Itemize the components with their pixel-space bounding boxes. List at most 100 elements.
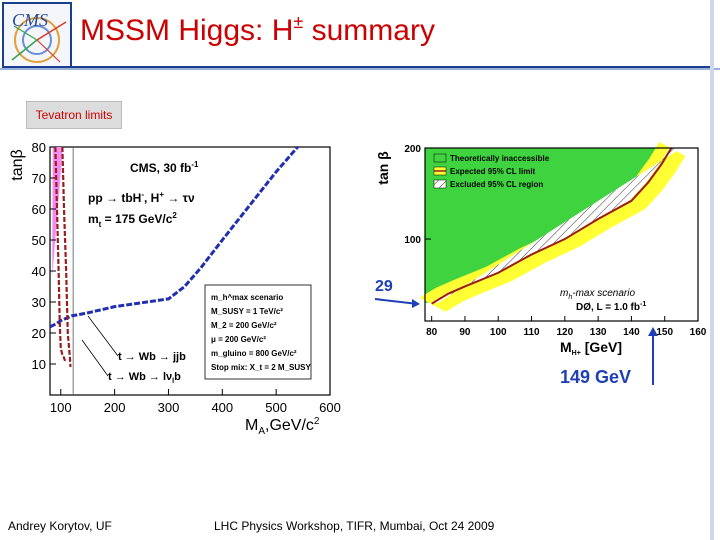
mass-sub: t: [99, 220, 102, 229]
scenario-rest: -max scenario: [572, 288, 635, 299]
right-x-tick-label: 160: [690, 327, 707, 338]
legend-swatch-excluded: [433, 179, 447, 189]
arrow-label-29: 29: [375, 278, 393, 295]
right-xlabel-m: M: [560, 339, 572, 355]
lumi-annotation: CMS, 30 fb-1: [130, 160, 199, 175]
cms-logo-graphic: [11, 17, 67, 63]
decay1-pointer: [87, 315, 119, 357]
left-xlabel-sub: A: [258, 426, 265, 437]
left-series-group: [49, 146, 299, 368]
scenario-box-lines: m_h^max scenario M_SUSY = 1 TeV/c² M_2 = 2…: [211, 293, 311, 372]
left-x-tick-label: 300: [158, 400, 180, 415]
arrow-29: [374, 298, 419, 305]
title-superscript: ±: [293, 12, 304, 32]
mass-sup: 2: [172, 211, 177, 220]
title-main: MSSM Higgs: H: [80, 14, 294, 47]
scenario-box-line: m_h^max scenario: [211, 293, 283, 302]
right-x-tick-label: 90: [459, 327, 471, 338]
legend-label-expected: Expected 95% CL limit: [450, 167, 536, 176]
left-xlabel-m: M: [245, 417, 258, 434]
scenario-box-line: m_gluino = 800 GeV/c²: [211, 349, 297, 358]
left-x-tick-label: 100: [50, 400, 72, 415]
tevatron-limits-tag: Tevatron limits: [26, 101, 122, 129]
right-y-tick-label: 200: [404, 144, 421, 155]
lumi-text: CMS, 30 fb: [130, 161, 191, 175]
right-x-ticks: 80 90 100 110 120 130 140 150 160: [426, 316, 707, 338]
decay2-annotation: t → Wb → lνlb: [108, 371, 181, 385]
mass-rest: = 175 GeV/c: [101, 212, 172, 226]
left-y-tick-label: 70: [32, 171, 46, 186]
right-x-tick-label: 130: [590, 327, 607, 338]
footer-event: LHC Physics Workshop, TIFR, Mumbai, Oct …: [214, 519, 495, 533]
decay1-annotation: t → Wb → jjb: [118, 351, 186, 363]
scenario-annotation: mh-max scenario: [560, 288, 635, 301]
process-text: pp → tbH: [88, 191, 141, 205]
scenario-box-line: M_2 = 200 GeV/c²: [211, 321, 277, 330]
legend-label-excluded: Excluded 95% CL region: [450, 180, 543, 189]
decay2-end: b: [174, 371, 181, 383]
right-x-tick-label: 80: [426, 327, 438, 338]
mass-annotation: mt = 175 GeV/c2: [88, 211, 177, 229]
process-sup2: +: [159, 190, 164, 199]
right-xlabel-rest: [GeV]: [581, 339, 622, 355]
right-x-tick-label: 110: [523, 327, 540, 338]
process-end: → τν: [164, 191, 195, 205]
right-xlabel-sub: H+: [572, 350, 581, 357]
right-plot-frame: [424, 147, 699, 322]
slide-edge: [710, 0, 714, 540]
right-x-tick-label: 150: [656, 327, 673, 338]
left-x-tick-label: 200: [104, 400, 126, 415]
right-y-tick-label: 100: [404, 235, 421, 246]
left-y-tick-label: 40: [32, 264, 46, 279]
left-y-ticks: 10 20 30 40 50 60 70 80: [32, 140, 56, 372]
process-sup: -: [141, 190, 144, 199]
left-xlabel-rest: ,GeV/c: [265, 417, 314, 434]
scenario-box-line: Stop mix: X_t = 2 M_SUSY: [211, 363, 311, 372]
experiment-annotation: DØ, L = 1.0 fb-1: [576, 301, 646, 313]
theoretically-inaccessible-region: [425, 148, 682, 303]
decay2-text: t → Wb → lν: [108, 371, 172, 383]
cms-logo-text: CMS: [12, 10, 48, 30]
process-rest: , H: [144, 191, 159, 205]
scenario-text: m: [560, 288, 568, 299]
scenario-box: [204, 284, 312, 380]
right-x-tick-label: 100: [490, 327, 507, 338]
left-xlabel-sup: 2: [314, 416, 320, 427]
right-legend: Theoretically inaccessible Expected 95% …: [433, 153, 550, 189]
expected-limit-line: [431, 147, 673, 305]
left-ylabel: tanβ: [9, 149, 26, 180]
right-ylabel: tan β: [375, 151, 391, 185]
expected-limit-band: [419, 142, 686, 312]
mass-text: m: [88, 212, 99, 226]
legend-label-inaccessible: Theoretically inaccessible: [450, 154, 550, 163]
arrow-label-149: 149 GeV: [560, 367, 631, 387]
decay2-sub: l: [172, 378, 174, 385]
header-bar: [0, 68, 720, 70]
title-end: summary: [303, 14, 435, 47]
left-y-tick-label: 50: [32, 233, 46, 248]
header-divider: [72, 66, 712, 68]
left-y-tick-label: 30: [32, 295, 46, 310]
left-x-ticks: 100 200 300 400 500 600: [50, 389, 341, 415]
scenario-box-line: μ = 200 GeV/c²: [211, 335, 266, 344]
cms-exclusion-chart: tanβ 10 20 30 40 50 60 70 80 100 200 300 400 500 600…: [9, 140, 341, 437]
left-x-tick-label: 400: [211, 400, 233, 415]
right-y-ticks: 100 200: [404, 144, 431, 246]
left-x-tick-label: 500: [265, 400, 287, 415]
cms-logo: CMS: [2, 2, 72, 68]
experiment-sup: -1: [640, 301, 646, 308]
right-x-tick-label: 120: [556, 327, 573, 338]
slide-title: MSSM Higgs: H± summary: [80, 12, 435, 48]
footer-author: Andrey Korytov, UF: [8, 519, 112, 533]
experiment-text: DØ, L = 1.0 fb: [576, 302, 640, 313]
arrow-149-head: [648, 327, 658, 336]
lumi-sup: -1: [191, 160, 199, 169]
left-ylabel-text: tanβ: [9, 149, 26, 180]
left-y-tick-label: 60: [32, 202, 46, 217]
left-series-low-mass-1: [54, 146, 67, 362]
left-y-tick-label: 10: [32, 357, 46, 372]
legend-swatch-inaccessible: [433, 153, 447, 163]
left-series-low-mass-2: [61, 146, 72, 368]
left-xlabel: MA,GeV/c2: [245, 416, 320, 437]
decay2-pointer: [81, 339, 109, 377]
